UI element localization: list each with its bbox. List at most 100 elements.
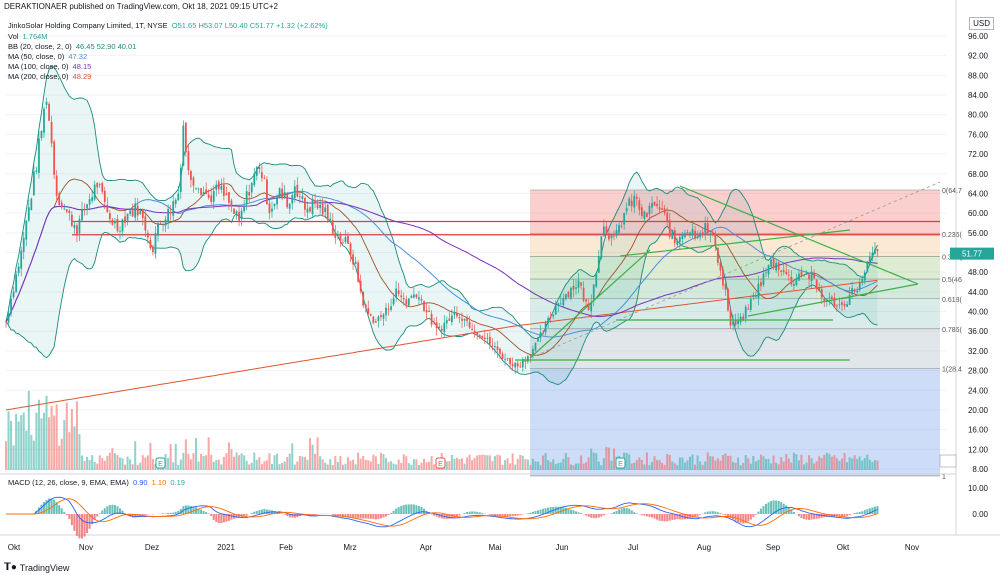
- tradingview-footer[interactable]: 𝗧● TradingView: [4, 562, 69, 573]
- candle-body: [818, 287, 821, 292]
- candle-body: [605, 226, 608, 234]
- macd-histogram-bar: [747, 514, 750, 522]
- candle-body: [22, 237, 25, 252]
- macd-histogram-bar: [504, 514, 507, 517]
- candle-body: [473, 330, 476, 332]
- volume-bar: [70, 409, 73, 470]
- candle-body: [144, 216, 147, 231]
- macd-histogram-bar: [876, 506, 879, 514]
- candle-body: [443, 322, 446, 333]
- candle-body: [694, 230, 696, 239]
- volume-bar: [628, 454, 631, 470]
- candle-body: [585, 299, 588, 302]
- volume-bar: [466, 457, 469, 470]
- macd-histogram-bar: [547, 507, 550, 514]
- candle-body: [701, 232, 704, 236]
- volume-bar: [802, 464, 806, 470]
- macd-histogram-bar: [63, 511, 66, 514]
- candle-body: [488, 337, 491, 345]
- volume-bar: [759, 454, 762, 470]
- candle-body: [220, 186, 223, 190]
- candle-body: [727, 288, 729, 311]
- volume-bar: [868, 459, 871, 470]
- macd-histogram-bar: [227, 514, 230, 521]
- candle-body: [813, 273, 816, 279]
- macd-histogram-bar: [782, 503, 785, 514]
- macd-histogram-bar: [245, 514, 248, 516]
- macd-histogram-bar: [50, 498, 53, 514]
- volume-bar: [177, 464, 180, 470]
- volume-bar: [653, 456, 656, 470]
- volume-bar: [197, 461, 200, 470]
- macd-histogram-bar: [235, 514, 238, 519]
- volume-bar: [833, 455, 836, 470]
- volume-bar: [387, 462, 390, 470]
- price-tick-label: 48.00: [968, 268, 989, 277]
- volume-bar: [557, 463, 560, 470]
- candle-body: [823, 298, 826, 302]
- candle-body: [32, 171, 35, 196]
- candle-body: [222, 184, 225, 196]
- candle-body: [618, 225, 620, 233]
- candle-body: [131, 208, 134, 217]
- macd-histogram-bar: [777, 500, 780, 514]
- macd-histogram-bar: [625, 508, 628, 514]
- candle-body: [537, 337, 539, 342]
- volume-bar: [739, 465, 742, 470]
- volume-bar: [240, 453, 243, 470]
- candle-body: [608, 233, 610, 240]
- candle-body: [466, 317, 468, 322]
- price-tick-label: 12.00: [968, 445, 989, 454]
- macd-histogram-bar: [412, 504, 415, 514]
- candle-body: [651, 203, 653, 208]
- candle-body: [532, 349, 534, 356]
- volume-bar: [754, 461, 757, 470]
- volume-bar: [630, 463, 633, 470]
- candle-body: [225, 193, 228, 196]
- macd-histogram-bar: [488, 514, 491, 515]
- candle-body: [359, 281, 362, 292]
- volume-bar: [291, 443, 294, 470]
- volume-bar: [488, 455, 491, 470]
- volume-bar: [587, 457, 590, 470]
- candle-body: [380, 315, 382, 317]
- volume-bar: [699, 461, 702, 470]
- volume-bar: [372, 454, 375, 470]
- fib-level-label: 0(64.7: [942, 188, 962, 195]
- price-tick-label: 8.00: [972, 465, 988, 474]
- volume-bar: [691, 454, 694, 470]
- candle-body: [298, 196, 301, 198]
- macd-histogram-bar: [369, 514, 372, 519]
- volume-bar: [113, 453, 116, 470]
- candle-body: [590, 301, 593, 312]
- volume-bar: [663, 464, 666, 470]
- volume-bar: [154, 463, 157, 470]
- price-tick-label: 40.00: [968, 308, 989, 317]
- candle-body: [714, 233, 717, 247]
- candle-body: [610, 234, 613, 239]
- volume-bar: [585, 462, 588, 470]
- volume-bar: [55, 404, 58, 470]
- volume-bar: [460, 458, 464, 470]
- candle-body: [549, 316, 552, 318]
- candle-body: [362, 291, 365, 306]
- volume-bar: [215, 460, 218, 470]
- time-tick-label: Okt: [837, 543, 850, 552]
- volume-bar: [354, 464, 357, 470]
- candle-body: [336, 234, 339, 236]
- macd-histogram-bar: [539, 509, 542, 514]
- macd-histogram-bar: [514, 514, 517, 516]
- ma200-line: [5, 279, 878, 411]
- macd-histogram-bar: [273, 511, 276, 514]
- volume-bar: [25, 430, 28, 470]
- macd-histogram-bar: [506, 514, 509, 517]
- fib-diagonal: [529, 181, 941, 359]
- volume-bar: [506, 458, 509, 470]
- time-tick-label: Okt: [8, 543, 21, 552]
- macd-histogram-bar: [352, 514, 355, 518]
- price-tick-label: 96.00: [968, 32, 989, 41]
- candle-body: [146, 233, 149, 238]
- volume-bar: [597, 461, 600, 470]
- macd-label: MACD (12, 26, close, 9, EMA, EMA): [8, 478, 129, 487]
